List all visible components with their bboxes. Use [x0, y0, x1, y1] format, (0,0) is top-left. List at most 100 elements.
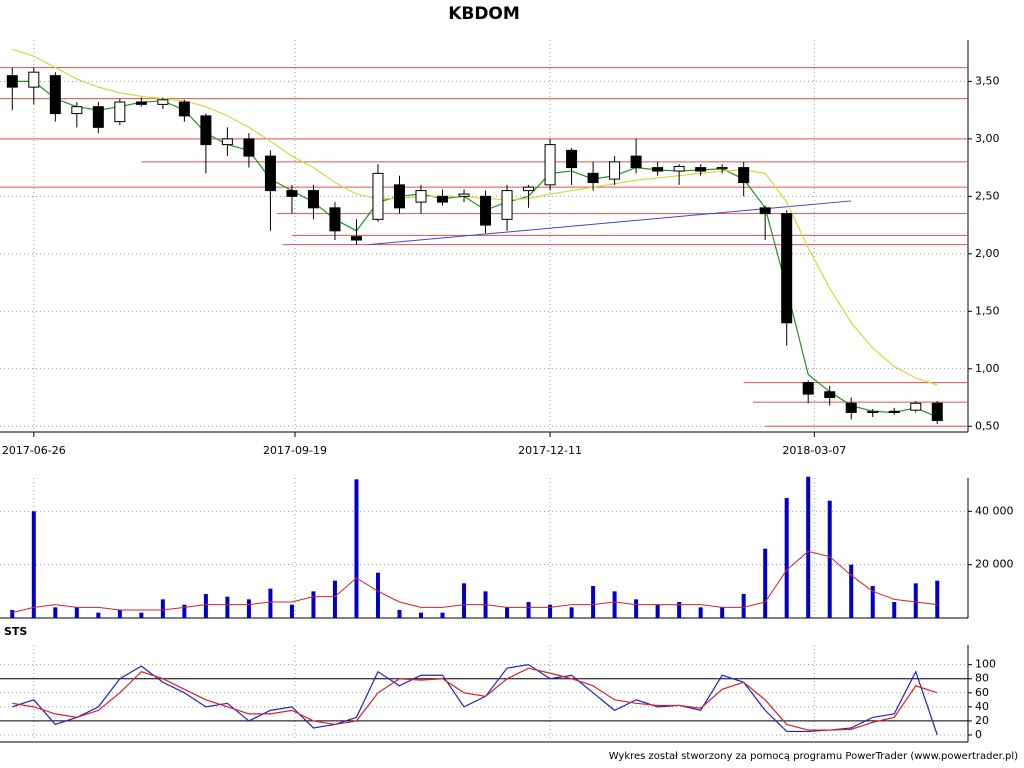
candle-body	[178, 101, 190, 117]
candle-body	[652, 167, 664, 172]
candle-body	[523, 186, 535, 192]
y-tick-label: 3,50	[975, 74, 1000, 87]
candle-body	[931, 402, 943, 422]
volume-bar	[31, 511, 36, 618]
volume-bar	[332, 580, 337, 618]
candle-body	[71, 106, 83, 115]
y-tick-label: 1,50	[975, 304, 1000, 317]
candle-body	[587, 172, 599, 184]
candle-body	[824, 391, 836, 399]
y-tick-label: 1,00	[975, 362, 1000, 375]
candle-body	[480, 195, 492, 226]
y-tick-label: 20	[975, 714, 989, 727]
volume-bar	[892, 602, 897, 618]
candle-body	[544, 144, 556, 186]
candle-body	[307, 190, 319, 209]
candle-body	[157, 99, 169, 105]
volume-bar	[526, 602, 531, 618]
x-tick-label: 2017-12-11	[518, 444, 582, 457]
volume-bar	[354, 479, 359, 618]
volume-bar	[849, 564, 854, 618]
trend-line	[368, 200, 852, 246]
volume-bar	[655, 604, 660, 618]
candle-body	[415, 190, 427, 203]
volume-bar	[203, 594, 208, 618]
x-tick-label: 2017-06-26	[2, 444, 66, 457]
y-tick-label: 80	[975, 672, 989, 685]
candle-body	[243, 138, 255, 157]
candle-body	[28, 71, 40, 88]
volume-bar	[268, 588, 273, 618]
volume-bar	[225, 596, 230, 618]
volume-bar	[591, 586, 596, 618]
y-tick-label: 40 000	[975, 504, 1014, 517]
volume-bar	[397, 610, 402, 618]
volume-bar	[117, 610, 122, 618]
volume-bar	[612, 591, 617, 618]
candle-body	[802, 382, 814, 395]
volume-average	[12, 550, 938, 614]
moving-average	[12, 80, 938, 418]
volume-bar	[870, 586, 875, 618]
volume-bar	[74, 607, 79, 618]
candle-body	[716, 167, 728, 170]
candle-body	[372, 172, 384, 220]
y-tick-label: 100	[975, 658, 996, 671]
volume-bar	[139, 612, 144, 618]
x-tick-label: 2018-03-07	[782, 444, 846, 457]
volume-bar	[311, 591, 316, 618]
chart-title: KBDOM	[448, 4, 520, 24]
candle-body	[738, 167, 750, 184]
candle-body	[759, 207, 771, 215]
candle-body	[910, 402, 922, 411]
candle-body	[264, 155, 276, 192]
candle-body	[695, 167, 707, 172]
volume-bar	[677, 602, 682, 618]
oscillator-line	[12, 664, 938, 736]
candle-body	[437, 195, 449, 203]
candle-body	[135, 101, 147, 105]
volume-bar	[375, 572, 380, 618]
candle-body	[566, 149, 578, 169]
y-tick-label: 60	[975, 686, 989, 699]
y-tick-label: 40	[975, 700, 989, 713]
volume-bar	[53, 607, 58, 618]
y-tick-label: 20 000	[975, 558, 1014, 571]
x-tick-label: 2017-09-19	[263, 444, 327, 457]
volume-bar	[182, 604, 187, 618]
oscillator-line	[12, 667, 938, 731]
volume-bar	[419, 612, 424, 618]
y-tick-label: 2,00	[975, 247, 1000, 260]
y-tick-label: 2,50	[975, 189, 1000, 202]
y-tick-label: 0	[975, 728, 982, 741]
candle-body	[6, 75, 18, 88]
volume-bar	[935, 580, 940, 618]
volume-bar	[784, 498, 789, 618]
candle-body	[673, 165, 685, 172]
moving-average	[12, 48, 938, 386]
candle-body	[867, 410, 879, 413]
candle-body	[781, 213, 793, 324]
candle-body	[458, 193, 470, 197]
volume-bar	[548, 604, 553, 618]
candle-body	[221, 138, 233, 146]
volume-bar	[10, 610, 15, 618]
volume-bar	[634, 599, 639, 618]
candle-body	[501, 190, 513, 220]
volume-bar	[289, 604, 294, 618]
candle-body	[286, 190, 298, 197]
candle-body	[630, 155, 642, 169]
panel-title: STS	[4, 625, 27, 638]
candle-body	[49, 75, 61, 115]
candle-body	[114, 101, 126, 123]
volume-bar	[720, 607, 725, 618]
volume-bar	[698, 607, 703, 618]
candle-body	[329, 207, 341, 232]
candle-body	[200, 115, 212, 146]
volume-bar	[246, 599, 251, 618]
candle-body	[845, 402, 857, 413]
candle-body	[609, 161, 621, 180]
volume-bar	[160, 599, 165, 618]
volume-bar	[505, 607, 510, 618]
